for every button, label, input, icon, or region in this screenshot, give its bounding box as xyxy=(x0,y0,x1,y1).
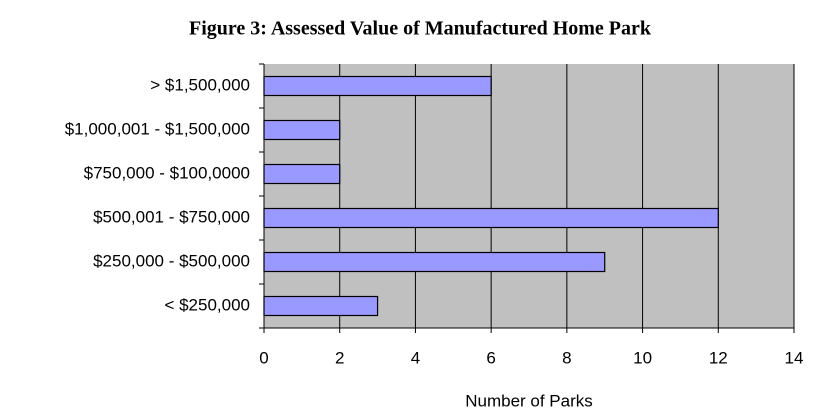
bar xyxy=(263,75,492,97)
y-tick-label: < $250,000 xyxy=(164,295,250,314)
y-tick-label: $1,000,001 - $1,500,000 xyxy=(65,119,250,138)
plot-area xyxy=(264,64,794,328)
bar xyxy=(263,295,379,317)
y-tick-label: $500,001 - $750,000 xyxy=(93,207,250,226)
bar xyxy=(263,251,606,273)
chart-title: Figure 3: Assessed Value of Manufactured… xyxy=(189,18,652,40)
x-tick-label: 8 xyxy=(562,348,571,367)
bar xyxy=(263,207,719,229)
y-tick-label: $750,000 - $100,0000 xyxy=(84,163,250,182)
x-tick-label: 14 xyxy=(785,348,804,367)
x-tick-label: 10 xyxy=(633,348,652,367)
x-tick-label: 12 xyxy=(709,348,728,367)
y-tick-label: > $1,500,000 xyxy=(150,75,250,94)
x-axis-label: Number of Parks xyxy=(465,391,593,410)
y-tick-label: $250,000 - $500,000 xyxy=(93,251,250,270)
x-tick-label: 2 xyxy=(335,348,344,367)
bar xyxy=(263,119,341,141)
bar xyxy=(263,163,341,185)
x-tick-label: 4 xyxy=(411,348,420,367)
x-tick-label: 6 xyxy=(486,348,495,367)
x-tick-label: 0 xyxy=(259,348,268,367)
